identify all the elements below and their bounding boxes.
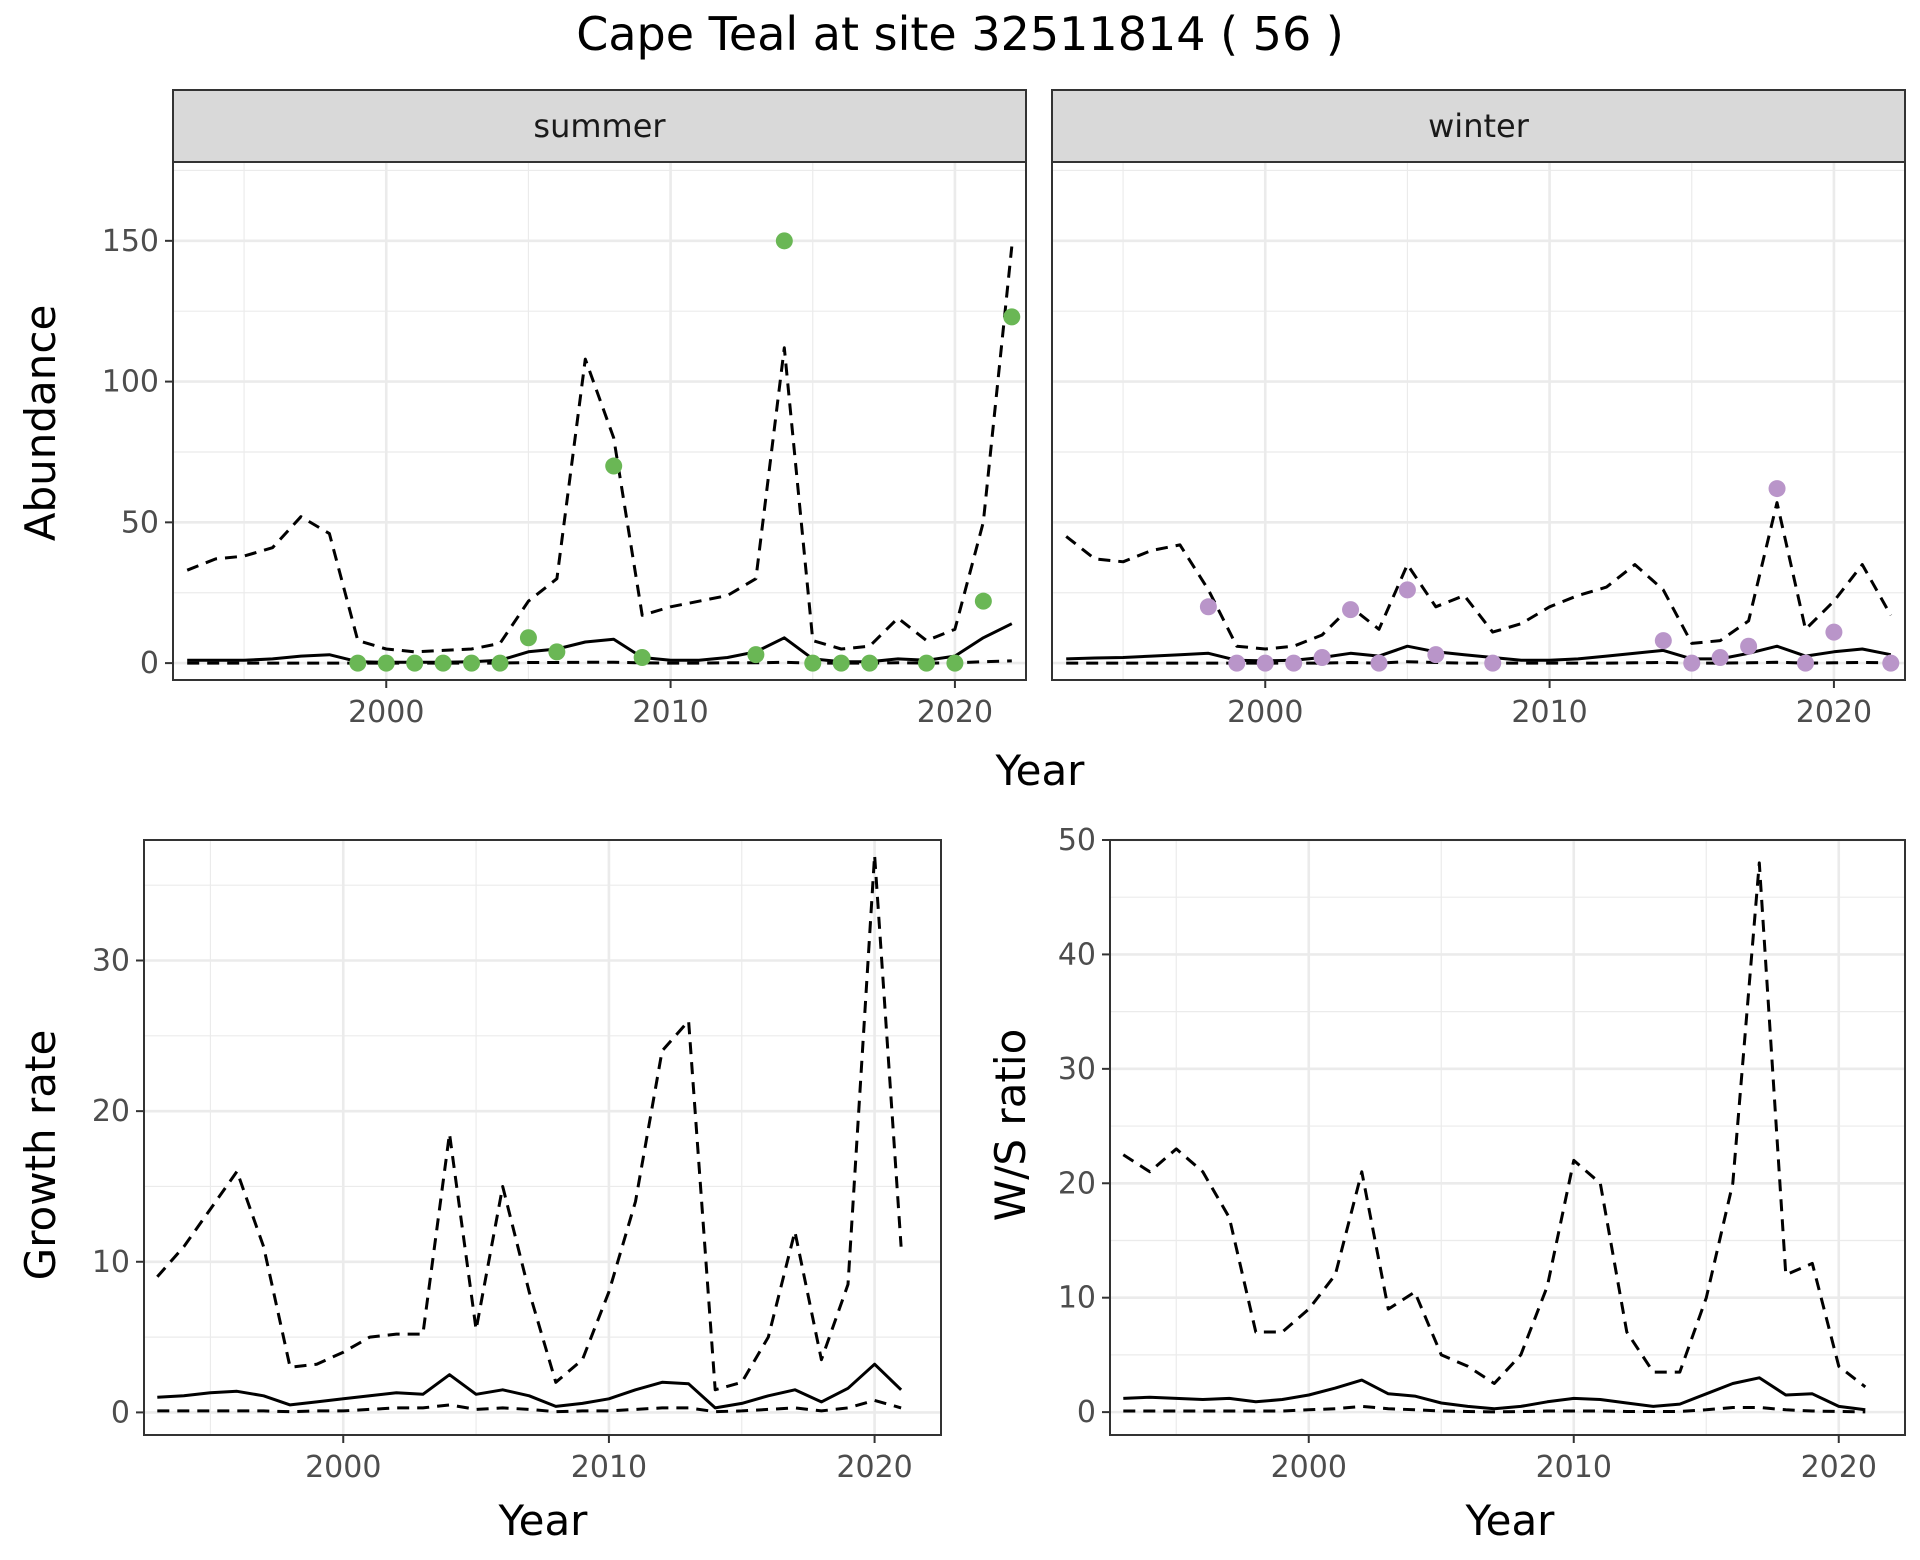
observed-point	[861, 654, 879, 672]
facet-strip	[172, 89, 1027, 163]
upper-interval-line	[1065, 501, 1893, 651]
observed-point	[633, 648, 651, 666]
observed-point	[491, 654, 509, 672]
observed-point	[1768, 480, 1786, 498]
y-tick-label: 0	[1077, 1395, 1096, 1430]
median-line	[157, 1362, 903, 1410]
observed-point	[1796, 654, 1814, 672]
upper-interval-line	[186, 246, 1014, 654]
observed-point	[1484, 654, 1502, 672]
facet-strip-label: winter	[1428, 107, 1530, 145]
growth-x-axis-title: Year	[498, 1496, 589, 1545]
y-tick-label: 100	[102, 365, 159, 400]
y-tick-label: 40	[1058, 937, 1096, 972]
y-tick-label: 50	[121, 505, 159, 540]
observed-point	[974, 592, 992, 610]
y-tick-label: 10	[1058, 1281, 1096, 1316]
facet-strip-label: summer	[533, 107, 666, 145]
observed-point	[1398, 581, 1416, 599]
upper-interval-line	[1122, 861, 1867, 1389]
observed-point	[605, 457, 623, 475]
observed-point	[1740, 637, 1758, 655]
plot-background	[144, 840, 941, 1435]
observed-point	[1003, 308, 1021, 326]
lower-interval-line	[157, 1398, 902, 1414]
observed-point	[917, 654, 935, 672]
plot-background	[1052, 162, 1905, 680]
ratio-x-axis-title: Year	[1465, 1496, 1556, 1545]
x-tick-label: 2020	[1796, 695, 1872, 730]
observed-point	[1313, 648, 1331, 666]
ws-ratio-panel: 0 10 20 30 40 50 2000 2010 2020	[1058, 823, 1906, 1485]
observed-point	[946, 654, 964, 672]
facet-strip	[1051, 89, 1906, 163]
observed-point	[1342, 601, 1360, 619]
observed-point	[1683, 654, 1701, 672]
y-tick-label: 10	[92, 1245, 130, 1280]
observed-point	[377, 654, 395, 672]
observed-point	[1370, 654, 1388, 672]
median-line	[1123, 1376, 1866, 1412]
x-tick-label: 2020	[917, 695, 993, 730]
growth-rate-panel: 0 10 20 30 2000 2010 2020	[92, 839, 942, 1485]
abundance-summer-panel: 0 50 100 150 2000 2010 2020 summer	[102, 89, 1027, 730]
y-tick-label: 50	[1058, 823, 1096, 858]
observed-point	[519, 629, 537, 647]
abundance-y-axis-title: Abundance	[16, 305, 65, 542]
chart-title: Cape Teal at site 32511814 ( 56 )	[576, 7, 1344, 61]
abundance-x-axis-title: Year	[995, 746, 1086, 795]
x-tick-label: 2020	[1801, 1450, 1877, 1485]
observed-point	[1199, 598, 1217, 616]
plot-background	[1110, 840, 1905, 1435]
observed-point	[1711, 648, 1729, 666]
observed-point	[406, 654, 424, 672]
y-tick-label: 0	[111, 1395, 130, 1430]
observed-point	[1654, 632, 1672, 650]
ratio-y-axis-title: W/S ratio	[986, 1029, 1035, 1222]
x-tick-label: 2000	[348, 695, 424, 730]
y-tick-label: 20	[92, 1094, 130, 1129]
x-tick-label: 2000	[305, 1450, 381, 1485]
growth-y-axis-title: Growth rate	[16, 1030, 65, 1281]
x-tick-label: 2010	[571, 1450, 647, 1485]
observed-point	[804, 654, 822, 672]
x-tick-label: 2010	[1511, 695, 1587, 730]
y-tick-label: 150	[102, 224, 159, 259]
plot-background	[173, 162, 1026, 680]
panel-border	[143, 839, 942, 1436]
observed-point	[1427, 646, 1445, 664]
lower-interval-line	[1123, 1404, 1866, 1414]
panel-border	[1109, 839, 1906, 1436]
observed-point	[775, 232, 793, 250]
x-tick-label: 2000	[1227, 695, 1303, 730]
y-tick-label: 0	[140, 646, 159, 681]
observed-point	[1256, 654, 1274, 672]
y-tick-label: 30	[1058, 1052, 1096, 1087]
observed-point	[548, 643, 566, 661]
observed-point	[434, 654, 452, 672]
x-tick-label: 2020	[836, 1450, 912, 1485]
abundance-winter-panel: 2000 2010 2020 winter	[1051, 89, 1906, 730]
observed-point	[1825, 623, 1843, 641]
observed-point	[1285, 654, 1303, 672]
observed-point	[349, 654, 367, 672]
upper-interval-line	[156, 853, 903, 1392]
observed-point	[832, 654, 850, 672]
y-tick-label: 20	[1058, 1166, 1096, 1201]
observed-point	[1882, 654, 1900, 672]
x-tick-label: 2010	[1536, 1450, 1612, 1485]
observed-point	[747, 646, 765, 664]
lower-interval-line	[1066, 660, 1891, 665]
observed-point	[463, 654, 481, 672]
x-tick-label: 2010	[632, 695, 708, 730]
y-tick-label: 30	[92, 944, 130, 979]
observed-point	[1228, 654, 1246, 672]
x-tick-label: 2000	[1271, 1450, 1347, 1485]
